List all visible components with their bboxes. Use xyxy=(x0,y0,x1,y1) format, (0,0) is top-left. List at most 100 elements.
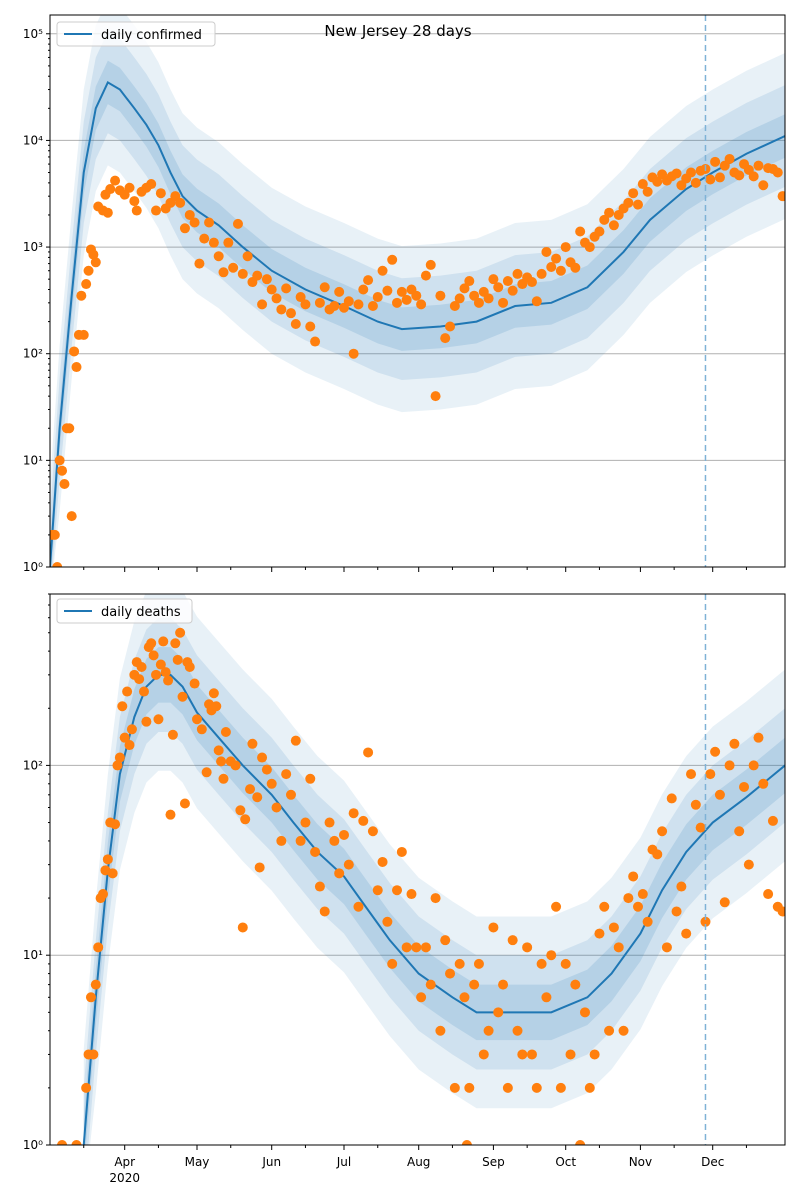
data-point xyxy=(71,362,82,373)
data-point xyxy=(652,849,663,860)
data-point xyxy=(767,815,778,826)
x-tick-year-label: 2020 xyxy=(109,1171,140,1185)
data-point xyxy=(310,846,321,857)
data-point xyxy=(623,893,634,904)
data-point xyxy=(411,942,422,953)
plot-area xyxy=(50,15,785,567)
data-point xyxy=(575,1140,586,1145)
data-point xyxy=(170,638,181,649)
plot-layer: 10⁰ 10¹ 10² Apr 2020 May Jun Jul Aug Sep Oct Nov Dec xyxy=(23,593,786,1185)
data-point xyxy=(565,1049,576,1060)
data-point xyxy=(589,1049,600,1060)
y-tick-label: 10³ xyxy=(23,240,43,254)
data-point xyxy=(319,282,330,293)
data-point xyxy=(541,992,552,1003)
data-point xyxy=(642,186,653,197)
data-point xyxy=(189,678,200,689)
data-point xyxy=(71,1140,82,1145)
data-point xyxy=(348,348,359,359)
data-point xyxy=(560,242,571,253)
data-point xyxy=(372,292,383,303)
data-point xyxy=(594,226,605,237)
data-point xyxy=(372,885,383,896)
data-point xyxy=(276,304,287,315)
data-point xyxy=(64,423,75,434)
model-line xyxy=(50,80,785,567)
data-point xyxy=(743,859,754,870)
data-point xyxy=(105,184,116,195)
legend-label-daily-deaths: daily deaths xyxy=(101,605,181,620)
data-point xyxy=(551,253,562,264)
data-point xyxy=(753,732,764,743)
data-point xyxy=(676,881,687,892)
data-point xyxy=(237,922,248,933)
data-point xyxy=(158,636,169,647)
data-point xyxy=(502,276,513,287)
data-point xyxy=(102,854,113,865)
deaths-panel: 10⁰ 10¹ 10² Apr 2020 May Jun Jul Aug Sep Oct Nov Dec… xyxy=(23,593,786,1185)
data-point xyxy=(295,835,306,846)
data-point xyxy=(604,1025,615,1036)
data-point xyxy=(175,627,186,638)
data-point xyxy=(179,798,190,809)
data-point xyxy=(148,650,159,661)
data-point xyxy=(570,979,581,990)
data-point xyxy=(690,799,701,810)
data-point xyxy=(319,906,330,917)
data-point xyxy=(242,251,253,262)
data-point xyxy=(469,979,480,990)
x-tick-label: Jun xyxy=(261,1155,281,1169)
data-point xyxy=(599,214,610,225)
data-point xyxy=(430,893,441,904)
data-point xyxy=(406,889,417,900)
data-point xyxy=(266,284,277,295)
data-point xyxy=(295,292,306,303)
data-point xyxy=(88,1049,99,1060)
deaths-legend: daily deaths xyxy=(56,598,193,624)
data-point xyxy=(661,942,672,953)
data-point xyxy=(714,172,725,183)
data-point xyxy=(124,740,135,751)
data-point xyxy=(666,793,677,804)
data-point xyxy=(184,661,195,672)
data-point xyxy=(247,738,258,749)
legend-box xyxy=(56,598,193,624)
data-point xyxy=(387,254,398,265)
data-point xyxy=(314,881,325,892)
data-point xyxy=(353,901,364,912)
data-point xyxy=(196,724,207,735)
data-point xyxy=(473,958,484,969)
data-point xyxy=(546,262,557,273)
data-point xyxy=(52,562,63,567)
data-point xyxy=(119,732,130,743)
data-point xyxy=(85,992,96,1003)
data-point xyxy=(172,654,183,665)
data-point xyxy=(671,906,682,917)
data-point xyxy=(584,242,595,253)
data-point xyxy=(517,1049,528,1060)
data-point xyxy=(189,217,200,228)
data-point xyxy=(300,299,311,310)
data-point xyxy=(498,979,509,990)
data-point xyxy=(155,188,166,199)
data-point xyxy=(594,928,605,939)
data-point xyxy=(179,223,190,234)
data-point xyxy=(623,197,634,208)
data-point xyxy=(281,769,292,780)
data-point xyxy=(392,297,403,308)
data-point xyxy=(151,205,162,216)
data-point xyxy=(445,968,456,979)
y-tick-label: 10⁰ xyxy=(23,560,43,574)
data-point xyxy=(483,1025,494,1036)
data-point xyxy=(498,297,509,308)
data-point xyxy=(435,290,446,301)
data-point xyxy=(232,218,243,229)
data-point xyxy=(343,859,354,870)
data-point xyxy=(216,756,227,767)
data-point xyxy=(285,308,296,319)
data-point xyxy=(261,274,272,285)
data-point xyxy=(724,153,735,164)
data-point xyxy=(628,188,639,199)
data-point xyxy=(204,217,215,228)
data-point xyxy=(358,284,369,295)
